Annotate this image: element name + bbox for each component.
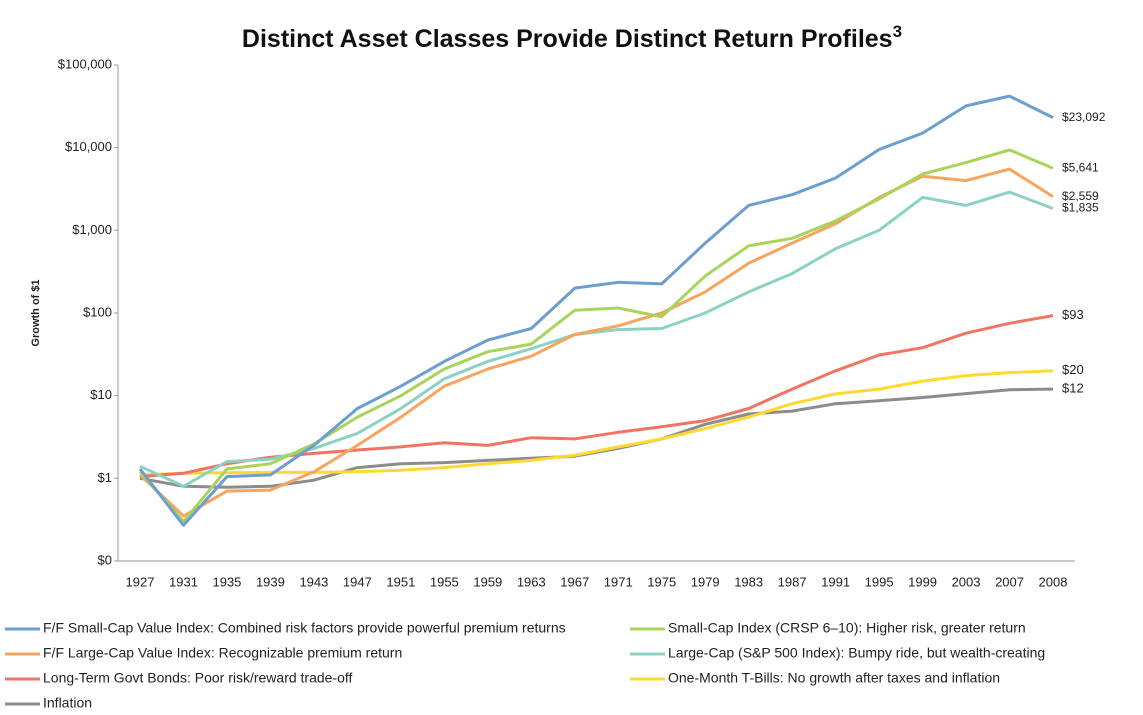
x-tick-label: 1987 xyxy=(778,574,807,589)
series-line xyxy=(138,148,1054,524)
x-tick-label: 1947 xyxy=(343,574,372,589)
x-tick-label: 2008 xyxy=(1039,574,1068,589)
series-line xyxy=(138,94,1054,527)
y-axis-label: Growth of $1 xyxy=(30,279,42,346)
x-tick-label: 1999 xyxy=(908,574,937,589)
x-tick-label: 1983 xyxy=(734,574,763,589)
legend-label: Long-Term Govt Bonds: Poor risk/reward t… xyxy=(43,670,353,686)
x-tick-label: 1979 xyxy=(691,574,720,589)
y-tick-label: $0 xyxy=(98,552,112,567)
y-tick-label: $1,000 xyxy=(72,222,112,237)
legend-label: Inflation xyxy=(43,695,92,711)
x-tick-label: 1963 xyxy=(517,574,546,589)
y-tick-label: $10 xyxy=(90,387,112,402)
legend-label: One-Month T-Bills: No growth after taxes… xyxy=(668,670,1000,686)
y-tick-label: $10,000 xyxy=(65,139,112,154)
x-tick-label: 1927 xyxy=(126,574,155,589)
title-text: Distinct Asset Classes Provide Distinct … xyxy=(242,25,893,53)
title-footnote: 3 xyxy=(893,22,902,41)
legend-label: Small-Cap Index (CRSP 6–10): Higher risk… xyxy=(668,620,1026,636)
x-tick-label: 1955 xyxy=(430,574,459,589)
x-tick-label: 2007 xyxy=(995,574,1024,589)
x-tick-label: 1931 xyxy=(169,574,198,589)
legend-label: Large-Cap (S&P 500 Index): Bumpy ride, b… xyxy=(668,645,1045,661)
x-tick-label: 1967 xyxy=(560,574,589,589)
value-label: $23,092 xyxy=(1062,110,1106,124)
chart-title: Distinct Asset Classes Provide Distinct … xyxy=(242,22,902,52)
value-label: $93 xyxy=(1062,307,1084,322)
value-label: $5,641 xyxy=(1062,160,1099,174)
value-label: $20 xyxy=(1062,362,1084,377)
x-tick-label: 1991 xyxy=(821,574,850,589)
x-tick-label: 1959 xyxy=(473,574,502,589)
x-tick-label: 1995 xyxy=(865,574,894,589)
x-tick-label: 2003 xyxy=(952,574,981,589)
value-label: $1,835 xyxy=(1062,201,1099,215)
legend-label: F/F Large-Cap Value Index: Recognizable … xyxy=(43,645,402,661)
series-line xyxy=(138,167,1054,518)
series-line xyxy=(139,190,1054,488)
value-label: $12 xyxy=(1062,381,1084,396)
y-tick-label: $1 xyxy=(98,470,112,485)
x-tick-label: 1943 xyxy=(299,574,328,589)
y-tick-label: $100 xyxy=(83,304,112,319)
x-tick-label: 1939 xyxy=(256,574,285,589)
value-label: $2,559 xyxy=(1062,189,1099,203)
x-tick-label: 1971 xyxy=(604,574,633,589)
x-tick-label: 1951 xyxy=(386,574,415,589)
legend-label: F/F Small-Cap Value Index: Combined risk… xyxy=(43,620,566,636)
x-tick-label: 1935 xyxy=(212,574,241,589)
x-tick-label: 1975 xyxy=(647,574,676,589)
series-line xyxy=(139,369,1054,477)
y-tick-label: $100,000 xyxy=(58,56,112,71)
